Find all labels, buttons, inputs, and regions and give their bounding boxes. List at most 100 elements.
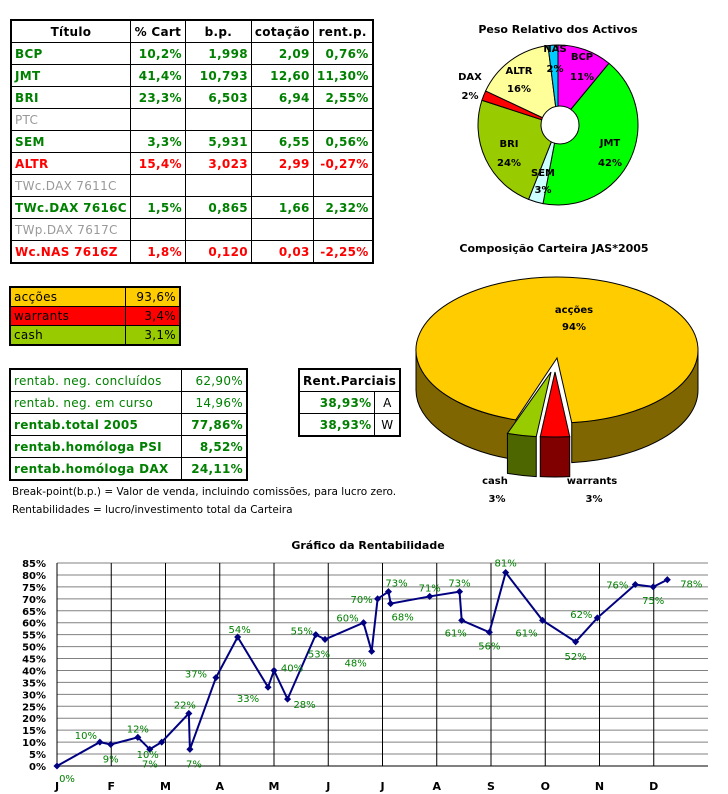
data-point xyxy=(312,631,320,639)
donut-label: DAX xyxy=(458,72,482,83)
pie3d-label: acções xyxy=(555,305,593,316)
data-point xyxy=(631,580,639,589)
donut-hole xyxy=(540,105,580,145)
allocation-label: cash xyxy=(9,325,126,346)
data-label: 52% xyxy=(565,652,587,663)
returns-label: rentab.homóloga PSI xyxy=(9,435,182,458)
data-point xyxy=(186,745,194,753)
data-point xyxy=(426,592,434,600)
data-point xyxy=(212,674,220,682)
line-title: Gráfico da Rentabilidade xyxy=(291,539,444,552)
partial-value: 38,93% xyxy=(298,413,376,437)
partial-returns-table: Rent.Parciais 38,93% A 38,93% W xyxy=(298,368,402,437)
cell-cot xyxy=(250,218,314,241)
pie3d-slice-warrants xyxy=(539,371,571,438)
cell-name: TWc.DAX 7611C xyxy=(10,174,131,197)
data-point xyxy=(649,583,657,591)
data-label: 56% xyxy=(478,641,500,652)
pie3d-value: 3% xyxy=(489,494,506,505)
data-label: 78% xyxy=(680,580,702,591)
data-point xyxy=(384,588,393,596)
donut-value: 11% xyxy=(570,72,594,83)
cell-name: JMT xyxy=(10,64,131,87)
partial-key: W xyxy=(374,413,401,437)
returns-value: 8,52% xyxy=(181,435,248,458)
data-point xyxy=(134,733,142,741)
cell-name: Wc.NAS 7616Z xyxy=(10,240,131,264)
returns-row: rentab.homóloga PSI 8,52% xyxy=(9,435,248,458)
y-tick-label: 45% xyxy=(22,655,46,666)
x-tick-label: J xyxy=(379,780,384,793)
data-point xyxy=(158,738,166,746)
allocation-row: acções 93,6% xyxy=(9,286,181,307)
allocation-value: 93,6% xyxy=(125,286,181,307)
y-tick-label: 60% xyxy=(22,619,46,630)
x-tick-label: O xyxy=(541,780,550,793)
note-returns: Rentabilidades = lucro/investimento tota… xyxy=(12,504,293,516)
data-label: 7% xyxy=(186,759,202,770)
cell-bp: 3,023 xyxy=(184,152,252,175)
data-label: 60% xyxy=(336,614,358,625)
data-point xyxy=(264,683,272,691)
y-tick-label: 20% xyxy=(22,714,46,725)
data-label: 68% xyxy=(392,613,414,624)
returns-value: 14,96% xyxy=(181,391,248,414)
y-tick-label: 65% xyxy=(22,607,46,618)
pie3d-slice-acoes xyxy=(415,276,699,424)
data-label: 0% xyxy=(59,774,75,785)
allocation-row: cash 3,1% xyxy=(9,325,181,346)
donut-value: 2% xyxy=(547,64,564,75)
cell-cart: 3,3% xyxy=(129,130,186,153)
data-point xyxy=(185,709,193,717)
cell-cart: 1,8% xyxy=(129,240,186,264)
pie3d-side-warrants xyxy=(539,436,571,478)
cell-name: TWp.DAX 7617C xyxy=(10,218,131,241)
y-tick-label: 40% xyxy=(22,666,46,677)
cell-cart: 15,4% xyxy=(129,152,186,175)
data-point xyxy=(321,635,329,643)
cell-name: ALTR xyxy=(10,152,131,175)
data-label: 75% xyxy=(642,596,664,607)
partial-key: A xyxy=(374,391,401,414)
x-tick-label: M xyxy=(269,780,280,793)
table-row: ALTR 15,4% 3,023 2,99 -0,27% xyxy=(10,152,374,175)
data-point xyxy=(572,638,580,646)
x-tick-label: A xyxy=(215,780,224,793)
allocation-value: 3,1% xyxy=(125,325,181,346)
donut-value: 24% xyxy=(497,158,521,169)
data-label: 12% xyxy=(127,724,149,735)
data-point xyxy=(96,738,104,746)
data-label: 61% xyxy=(445,628,467,639)
data-point xyxy=(485,628,493,636)
returns-label: rentab. neg. em curso xyxy=(9,391,182,414)
data-point xyxy=(593,614,601,622)
table-row: BCP 10,2% 1,998 2,09 0,76% xyxy=(10,42,374,65)
data-label: 73% xyxy=(448,579,470,590)
donut-label: ALTR xyxy=(506,66,533,77)
cell-bp: 0,865 xyxy=(184,196,252,219)
data-label: 40% xyxy=(281,663,303,674)
pie3d-label: cash xyxy=(482,476,508,487)
pie3d-value: 94% xyxy=(562,322,586,333)
y-tick-label: 15% xyxy=(22,726,46,737)
data-label: 10% xyxy=(137,750,159,761)
data-label: 22% xyxy=(174,700,196,711)
donut-label: NAS xyxy=(543,44,566,55)
x-tick-label: F xyxy=(107,780,115,793)
table-row: Wc.NAS 7616Z 1,8% 0,120 0,03 -2,25% xyxy=(10,240,374,264)
table-row: JMT 41,4% 10,793 12,60 11,30% xyxy=(10,64,374,87)
data-point xyxy=(368,647,376,655)
returns-row: rentab.homóloga DAX 24,11% xyxy=(9,457,248,481)
data-label: 33% xyxy=(237,694,259,705)
data-point xyxy=(234,633,242,641)
data-label: 71% xyxy=(419,583,441,594)
data-point xyxy=(146,745,154,753)
y-tick-label: 50% xyxy=(22,643,46,654)
cell-bp xyxy=(184,218,252,241)
data-label: 76% xyxy=(606,580,628,591)
note-breakpoint: Break-point(b.p.) = Valor de venda, incl… xyxy=(12,486,397,498)
returns-table: rentab. neg. concluídos 62,90% rentab. neg… xyxy=(9,368,248,481)
data-label: 61% xyxy=(515,628,537,639)
data-label: 73% xyxy=(385,579,407,590)
